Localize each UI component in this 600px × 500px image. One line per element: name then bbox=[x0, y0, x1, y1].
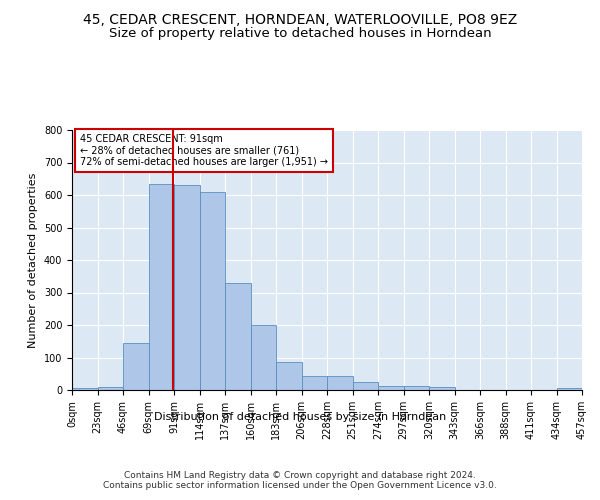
Text: Contains HM Land Registry data © Crown copyright and database right 2024.
Contai: Contains HM Land Registry data © Crown c… bbox=[103, 470, 497, 490]
Bar bbox=[174, 185, 199, 390]
Bar bbox=[327, 376, 353, 390]
Bar bbox=[199, 192, 225, 390]
Bar bbox=[429, 387, 455, 390]
Bar bbox=[251, 325, 276, 390]
Bar bbox=[72, 388, 97, 390]
Bar bbox=[353, 382, 378, 390]
Bar bbox=[302, 376, 327, 390]
Bar bbox=[276, 362, 302, 390]
Bar bbox=[123, 343, 149, 390]
Bar bbox=[225, 283, 251, 390]
Y-axis label: Number of detached properties: Number of detached properties bbox=[28, 172, 38, 348]
Text: 45, CEDAR CRESCENT, HORNDEAN, WATERLOOVILLE, PO8 9EZ: 45, CEDAR CRESCENT, HORNDEAN, WATERLOOVI… bbox=[83, 12, 517, 26]
Bar bbox=[97, 388, 123, 390]
Bar bbox=[378, 386, 404, 390]
Bar bbox=[557, 388, 582, 390]
Text: Size of property relative to detached houses in Horndean: Size of property relative to detached ho… bbox=[109, 28, 491, 40]
Text: 45 CEDAR CRESCENT: 91sqm
← 28% of detached houses are smaller (761)
72% of semi-: 45 CEDAR CRESCENT: 91sqm ← 28% of detach… bbox=[80, 134, 328, 167]
Bar bbox=[404, 386, 429, 390]
Text: Distribution of detached houses by size in Horndean: Distribution of detached houses by size … bbox=[154, 412, 446, 422]
Bar bbox=[149, 184, 174, 390]
